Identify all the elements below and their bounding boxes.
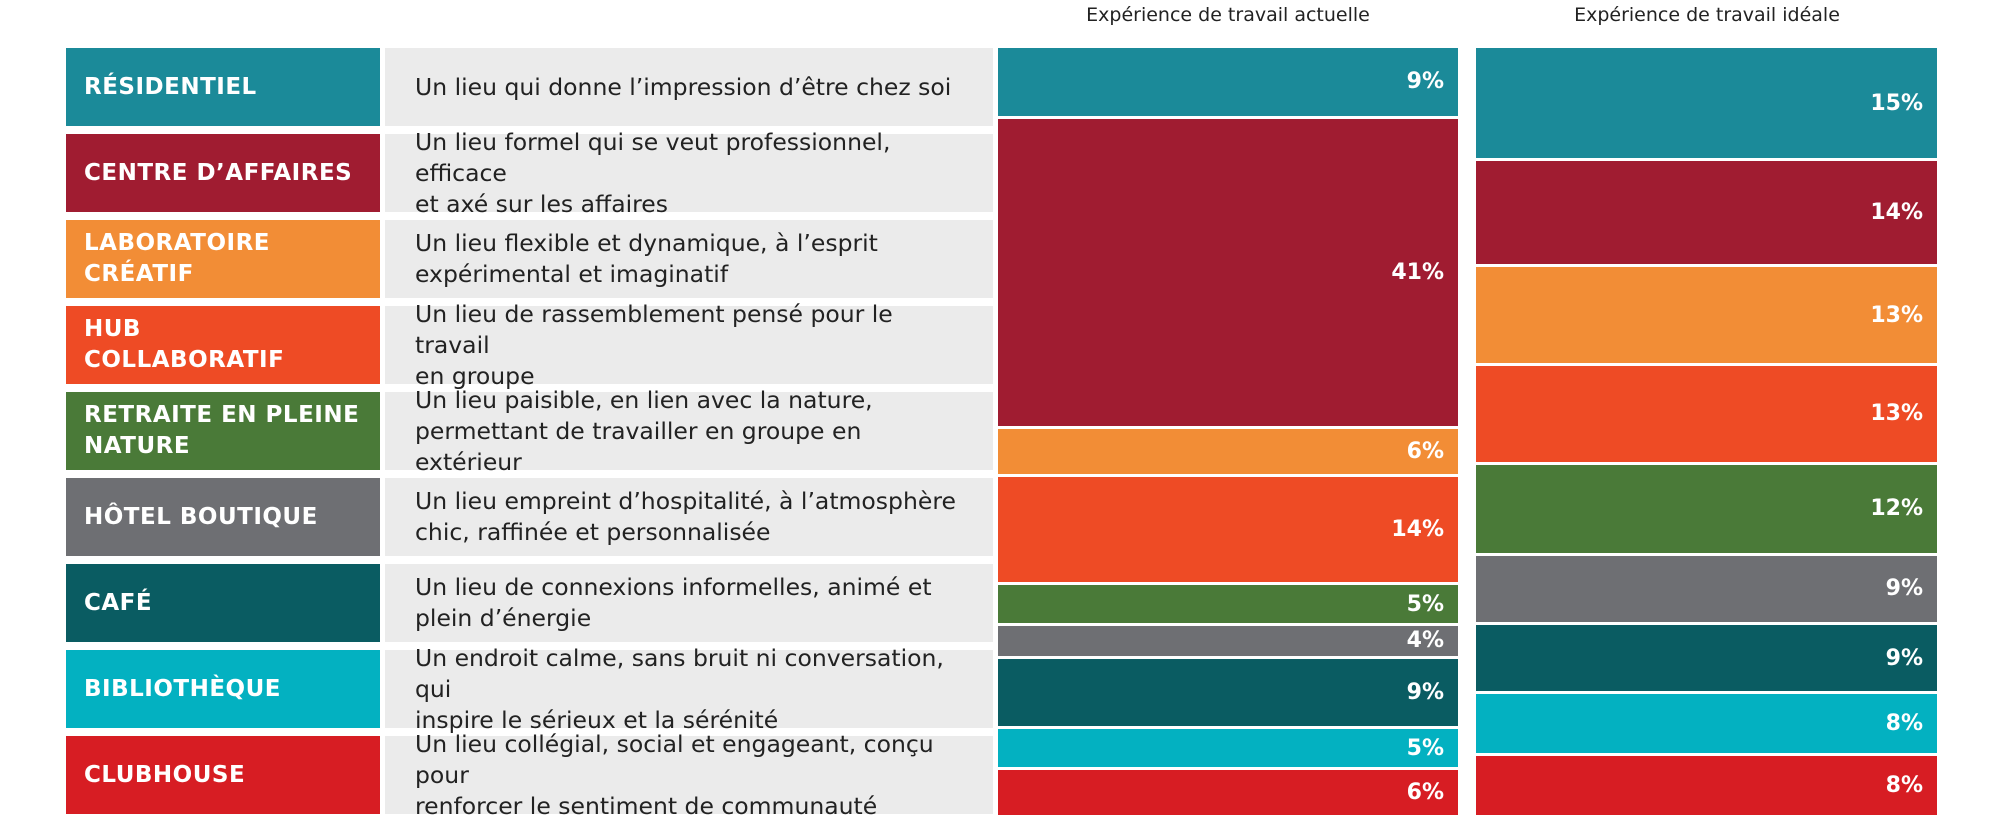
- workplace-type-rows: RÉSIDENTIEL Un lieu qui donne l’impressio…: [0, 0, 1000, 820]
- bar-segment: 5%: [998, 585, 1458, 623]
- bar-segment: 6%: [998, 429, 1458, 475]
- bar-segment: 9%: [998, 48, 1458, 116]
- bar-segment: 4%: [998, 625, 1458, 656]
- bar-value-label: 9%: [1885, 645, 1923, 671]
- bar-segment: 14%: [1476, 161, 1937, 265]
- bar-segment: 14%: [998, 477, 1458, 583]
- bar-segment: 15%: [1476, 48, 1937, 159]
- category-description: Un lieu collégial, social et engageant, …: [385, 730, 993, 820]
- bar-segment: 8%: [1476, 694, 1937, 754]
- bar-value-label: 13%: [1870, 401, 1923, 427]
- category-description: Un lieu paisible, en lien avec la nature…: [385, 386, 993, 476]
- bar-value-label: 8%: [1885, 711, 1923, 737]
- category-description: Un lieu de connexions informelles, animé…: [385, 564, 993, 642]
- category-description: Un lieu de rassemblement pensé pour le t…: [385, 300, 993, 390]
- bar-segment: 6%: [998, 769, 1458, 815]
- category-label: HÔTEL BOUTIQUE: [66, 478, 380, 556]
- bar-value-label: 9%: [1885, 576, 1923, 602]
- bar-value-label: 15%: [1870, 90, 1923, 116]
- bar-segment: 9%: [1476, 555, 1937, 623]
- category-description: Un lieu formel qui se veut professionnel…: [385, 128, 993, 218]
- bar-value-label: 4%: [1406, 628, 1444, 654]
- current-experience-stacked-bar: 9% 41% 6% 14% 5% 4% 9% 5% 6%: [998, 48, 1458, 815]
- category-label: RÉSIDENTIEL: [66, 48, 380, 126]
- bar-value-label: 14%: [1870, 200, 1923, 226]
- category-label: LABORATOIRE CRÉATIF: [66, 220, 380, 298]
- bar-segment: 9%: [1476, 625, 1937, 692]
- bar-value-label: 6%: [1406, 439, 1444, 465]
- bar-segment: 41%: [998, 118, 1458, 427]
- category-description: Un endroit calme, sans bruit ni conversa…: [385, 644, 993, 734]
- category-label: CAFÉ: [66, 564, 380, 642]
- category-description: Un lieu flexible et dynamique, à l’espri…: [385, 220, 993, 298]
- bar-segment: 5%: [998, 729, 1458, 767]
- category-label: CENTRE D’AFFAIRES: [66, 134, 380, 212]
- bar-value-label: 14%: [1391, 517, 1444, 543]
- bar-segment: 9%: [998, 658, 1458, 727]
- bar-segment: 13%: [1476, 365, 1937, 462]
- bar-value-label: 6%: [1406, 779, 1444, 805]
- bar-segment: 8%: [1476, 756, 1937, 815]
- category-description: Un lieu empreint d’hospitalité, à l’atmo…: [385, 478, 993, 556]
- category-label: BIBLIOTHÈQUE: [66, 650, 380, 728]
- category-label: CLUBHOUSE: [66, 736, 380, 814]
- bar-value-label: 12%: [1870, 496, 1923, 522]
- ideal-experience-title: Expérience de travail idéale: [1574, 4, 1840, 26]
- bar-value-label: 8%: [1885, 773, 1923, 799]
- bar-value-label: 13%: [1870, 302, 1923, 328]
- bar-segment: 13%: [1476, 267, 1937, 363]
- bar-value-label: 5%: [1406, 735, 1444, 761]
- bar-segment: 12%: [1476, 464, 1937, 553]
- bar-value-label: 5%: [1406, 591, 1444, 617]
- category-label: HUB COLLABORATIF: [66, 306, 380, 384]
- category-label: RETRAITE EN PLEINE NATURE: [66, 392, 380, 470]
- category-description: Un lieu qui donne l’impression d’être ch…: [385, 48, 993, 126]
- bar-value-label: 41%: [1391, 259, 1444, 285]
- current-experience-title: Expérience de travail actuelle: [1086, 4, 1370, 26]
- bar-value-label: 9%: [1406, 69, 1444, 95]
- ideal-experience-stacked-bar: 15% 14% 13% 13% 12% 9% 9% 8% 8%: [1476, 48, 1937, 815]
- bar-value-label: 9%: [1406, 680, 1444, 706]
